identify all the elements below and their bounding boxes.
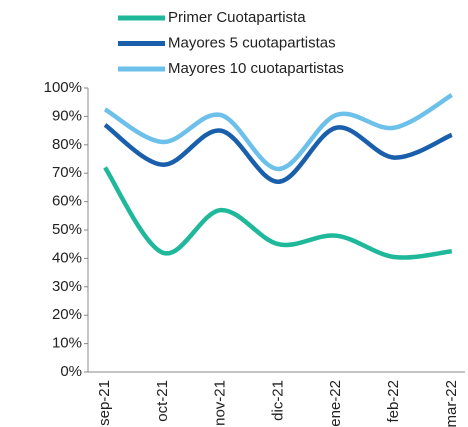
x-tick-label: mar-22 <box>443 380 460 427</box>
y-tick-label: 30% <box>52 278 82 295</box>
y-tick-label: 80% <box>52 136 82 153</box>
series-line <box>103 123 453 184</box>
series-line <box>103 93 453 172</box>
y-tick-label: 40% <box>52 249 82 266</box>
y-tick-label: 100% <box>44 79 82 96</box>
x-tick-label: sep-21 <box>96 380 113 426</box>
y-tick-label: 50% <box>52 221 82 238</box>
x-tick-label: feb-22 <box>385 380 402 423</box>
y-tick-label: 10% <box>52 335 82 352</box>
x-tick-label: oct-21 <box>154 380 171 422</box>
legend-label: Primer Cuotapartista <box>168 9 306 26</box>
y-tick-label: 20% <box>52 306 82 323</box>
series-line <box>103 166 453 260</box>
x-tick-label: dic-21 <box>269 380 286 421</box>
y-tick-label: 60% <box>52 193 82 210</box>
y-tick-label: 90% <box>52 107 82 124</box>
legend-label: Mayores 5 cuotapartistas <box>168 34 336 51</box>
y-tick-label: 70% <box>52 164 82 181</box>
x-tick-label: ene-22 <box>327 380 344 427</box>
y-tick-label: 0% <box>60 363 82 380</box>
legend-label: Mayores 10 cuotapartistas <box>168 60 344 77</box>
x-tick-label: nov-21 <box>212 380 229 426</box>
